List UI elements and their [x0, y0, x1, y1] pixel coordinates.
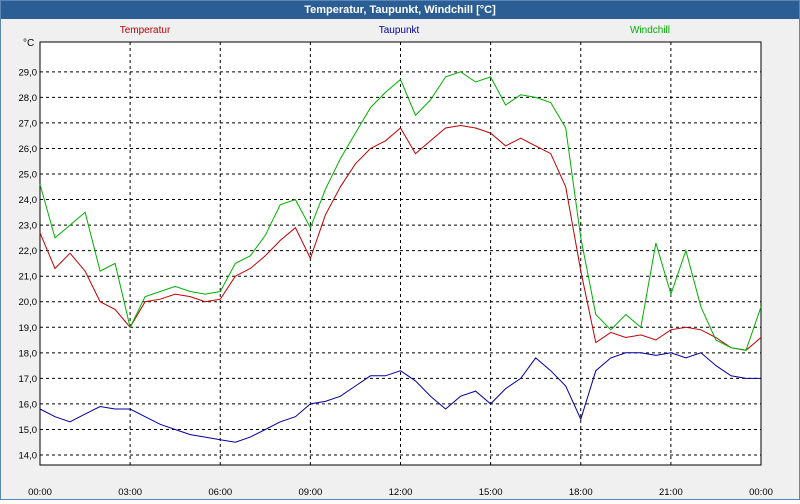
x-tick-time: 18:00 [569, 487, 593, 498]
series-lines [39, 71, 762, 443]
y-tick-label: 29,0 [19, 67, 38, 78]
y-tick-label: 15,0 [19, 425, 38, 436]
x-tick-time: 21:00 [659, 487, 683, 498]
y-tick-label: 25,0 [19, 170, 38, 181]
x-tick-time: 00:00 [749, 487, 773, 498]
y-tick-label: 27,0 [19, 118, 38, 129]
x-tick-time: 15:00 [479, 487, 503, 498]
y-axis-ticks: 14,0 15,0 16,0 17,0 18,0 19,0 20,0 21,0 22,0 23,0… [19, 67, 38, 461]
y-axis-unit: °C [23, 38, 34, 49]
y-tick-label: 28,0 [19, 93, 38, 104]
y-tick-label: 16,0 [19, 399, 38, 410]
y-tick-label: 24,0 [19, 195, 38, 206]
y-tick-label: 14,0 [19, 451, 38, 462]
x-tick-time: 06:00 [208, 487, 232, 498]
legend-temperatur: Temperatur [120, 25, 171, 36]
x-tick-time: 00:00 [28, 487, 52, 498]
y-tick-label: 18,0 [19, 348, 38, 359]
window-title: Temperatur, Taupunkt, Windchill [°C] [1, 1, 799, 19]
series-line-taupunkt [39, 352, 761, 443]
x-tick-time: 09:00 [298, 487, 322, 498]
y-tick-label: 23,0 [19, 221, 38, 232]
y-tick-label: 17,0 [19, 374, 38, 385]
x-tick-time: 12:00 [389, 487, 413, 498]
y-tick-label: 26,0 [19, 144, 38, 155]
y-tick-label: 20,0 [19, 297, 38, 308]
legend-windchill: Windchill [630, 25, 670, 36]
y-tick-label: 21,0 [19, 272, 38, 283]
series-line-windchill [39, 71, 762, 351]
x-axis-ticks: 00:0007.06.1803:0007.06.1806:0007.06.180… [28, 487, 773, 498]
grid-lines [40, 42, 761, 465]
series-line-temperatur [39, 124, 762, 351]
line-chart: 14,0 15,0 16,0 17,0 18,0 19,0 20,0 21,0 22,0 23,0… [1, 19, 799, 499]
y-tick-label: 19,0 [19, 323, 38, 334]
y-tick-label: 22,0 [19, 246, 38, 257]
x-tick-time: 03:00 [118, 487, 142, 498]
legend-taupunkt: Taupunkt [379, 25, 420, 36]
